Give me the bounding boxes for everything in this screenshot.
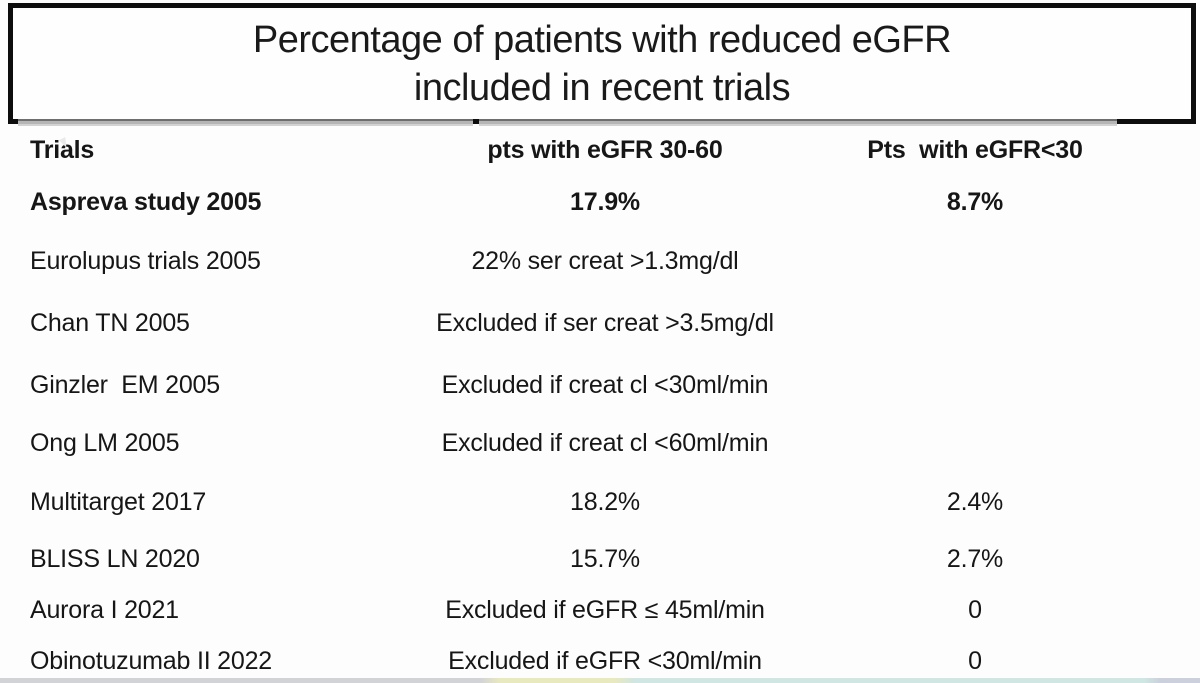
cell-egfr-30-60: Excluded if eGFR ≤ 45ml/min [445, 595, 765, 624]
cell-trial: Eurolupus trials 2005 [30, 246, 261, 275]
cell-trial: Chan TN 2005 [30, 308, 190, 337]
table-row: Multitarget 2017 18.2% 2.4% [0, 472, 1200, 532]
cell-trial: Ginzler EM 2005 [30, 370, 220, 399]
cell-egfr-30-60: Excluded if creat cl <30ml/min [441, 370, 769, 399]
cell-trial: Ong LM 2005 [30, 428, 180, 457]
table-row: Obinotuzumab II 2022 Excluded if eGFR <3… [0, 634, 1200, 683]
cell-egfr-lt30: 8.7% [946, 187, 1004, 216]
divider-bar-right [479, 119, 1117, 126]
divider-bar-left [18, 119, 473, 126]
cell-egfr-30-60: Excluded if ser creat >3.5mg/dl [436, 308, 774, 337]
cell-egfr-30-60: 22% ser creat >1.3mg/dl [471, 246, 739, 275]
cell-trial: Multitarget 2017 [30, 487, 207, 516]
title-box: Percentage of patients with reduced eGFR… [8, 3, 1196, 124]
cell-egfr-lt30: 2.7% [946, 544, 1004, 573]
cell-egfr-30-60: 18.2% [570, 487, 640, 516]
cell-egfr-30-60: 17.9% [570, 187, 640, 216]
table-row: Aspreva study 2005 17.9% 8.7% [0, 172, 1200, 232]
header-egfr-30-60: pts with eGFR 30-60 [487, 135, 723, 164]
table-row: Ginzler EM 2005 Excluded if creat cl <30… [0, 356, 1200, 414]
trials-table: Trials pts with eGFR 30-60 Pts with eGFR… [0, 128, 1200, 683]
header-egfr-lt30: Pts with eGFR<30 [867, 135, 1083, 164]
cell-trial: Aspreva study 2005 [30, 187, 262, 216]
cell-trial: BLISS LN 2020 [30, 544, 200, 573]
table-row: BLISS LN 2020 15.7% 2.7% [0, 532, 1200, 586]
cell-egfr-lt30: 0 [968, 595, 982, 624]
cell-trial: Obinotuzumab II 2022 [30, 646, 272, 675]
bottom-video-strip [0, 678, 1200, 683]
table-row: Chan TN 2005 Excluded if ser creat >3.5m… [0, 290, 1200, 356]
cell-trial: Aurora I 2021 [30, 595, 179, 624]
table-row: Eurolupus trials 2005 22% ser creat >1.3… [0, 232, 1200, 290]
page-title-line1: Percentage of patients with reduced eGFR [252, 18, 952, 61]
table-row: Aurora I 2021 Excluded if eGFR ≤ 45ml/mi… [0, 586, 1200, 634]
cell-egfr-30-60: Excluded if creat cl <60ml/min [441, 428, 769, 457]
table-row: Ong LM 2005 Excluded if creat cl <60ml/m… [0, 414, 1200, 472]
cell-egfr-lt30: 0 [968, 646, 982, 675]
header-trials: Trials [30, 135, 95, 164]
page-title-line2: included in recent trials [413, 66, 791, 109]
cell-egfr-lt30: 2.4% [946, 487, 1004, 516]
cell-egfr-30-60: 15.7% [570, 544, 640, 573]
cell-egfr-30-60: Excluded if eGFR <30ml/min [448, 646, 762, 675]
table-header-row: Trials pts with eGFR 30-60 Pts with eGFR… [0, 128, 1200, 172]
